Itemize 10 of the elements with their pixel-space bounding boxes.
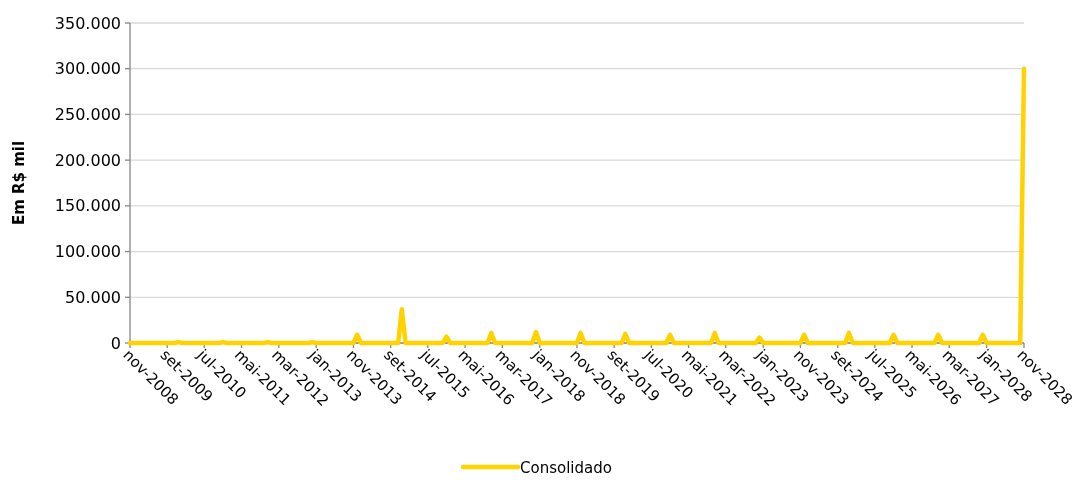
- y-tick-label: 300.000: [54, 59, 121, 79]
- y-tick-label: 150.000: [54, 196, 121, 216]
- y-tick-label: 100.000: [54, 242, 121, 262]
- y-tick-label: 250.000: [54, 105, 121, 125]
- y-tick-label: 50.000: [65, 287, 121, 307]
- legend-label: Consolidado: [520, 459, 612, 477]
- y-tick-label: 0: [110, 333, 121, 353]
- y-axis-title: Em R$ mil: [10, 140, 28, 226]
- y-tick-label: 350.000: [54, 13, 121, 33]
- y-tick-label: 200.000: [54, 150, 121, 170]
